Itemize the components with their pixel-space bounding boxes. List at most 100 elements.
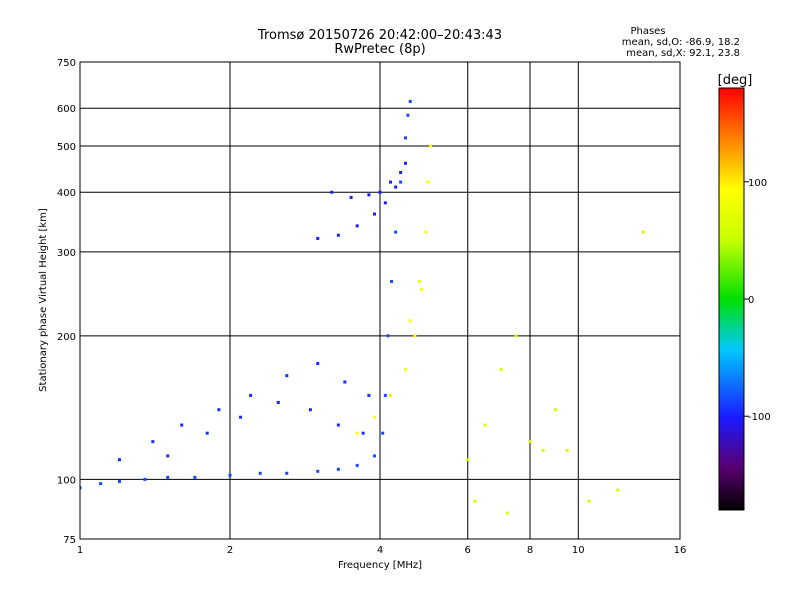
data-point (249, 393, 253, 397)
data-point (399, 170, 403, 174)
y-tick-label: 750 (57, 58, 76, 69)
colorbar-ticks: 100 0 -100 (744, 178, 771, 423)
colorbar-label: [deg] (718, 73, 753, 88)
data-point (420, 288, 424, 292)
data-point (406, 113, 410, 117)
plot-frame (79, 61, 681, 540)
data-point (373, 212, 377, 216)
data-point (616, 488, 620, 492)
data-point (390, 279, 394, 283)
data-point (258, 471, 262, 475)
x-tick-label: 8 (527, 545, 533, 556)
y-tick-label: 200 (57, 332, 76, 343)
x-tick-label: 6 (465, 545, 471, 556)
data-point (316, 236, 320, 240)
data-point (166, 475, 170, 479)
colorbar-tick-label: -100 (748, 412, 771, 423)
data-point (151, 440, 155, 444)
data-point (205, 431, 209, 435)
data-point (394, 230, 398, 234)
data-point (166, 454, 170, 458)
data-point (228, 473, 232, 477)
data-point (180, 423, 184, 427)
data-point (276, 400, 280, 404)
data-point (99, 482, 103, 486)
data-point (424, 230, 428, 234)
data-point (316, 469, 320, 473)
data-point (417, 279, 421, 283)
x-tick-label: 1 (77, 545, 83, 556)
data-point (336, 233, 340, 237)
data-point (403, 367, 407, 371)
x-tick-label: 16 (674, 545, 687, 556)
data-point (373, 454, 377, 458)
data-point (514, 334, 518, 338)
stats-line-x: mean, sd,X: 92.1, 23.8 (626, 48, 740, 59)
x-tick-label: 10 (572, 545, 585, 556)
x-axis-ticks: 1 2 4 6 8 10 16 (77, 545, 687, 556)
colorbar-tick-label: 100 (748, 178, 767, 189)
data-point (330, 190, 334, 194)
y-tick-label: 600 (57, 104, 76, 115)
data-point (143, 477, 147, 481)
data-point (355, 431, 359, 435)
data-point (499, 367, 503, 371)
data-point (394, 185, 398, 189)
stats-line-o: mean, sd,O: -86.9, 18.2 (622, 37, 740, 48)
data-point (553, 408, 557, 412)
grid (80, 62, 680, 539)
y-axis-label: Stationary phase Virtual Height [km] (38, 208, 49, 392)
data-point (285, 471, 289, 475)
data-point (316, 361, 320, 365)
y-tick-label: 500 (57, 142, 76, 153)
y-axis-ticks: 75 100 200 300 400 500 600 750 (57, 58, 76, 546)
data-point (413, 334, 417, 338)
x-tick-label: 2 (227, 545, 233, 556)
data-point (193, 475, 197, 479)
data-point (466, 458, 470, 462)
y-tick-label: 75 (63, 535, 76, 546)
data-point (403, 161, 407, 165)
data-point (399, 180, 403, 184)
data-point (336, 467, 340, 471)
data-point (381, 431, 385, 435)
x-tick-label: 4 (377, 545, 383, 556)
data-point (367, 393, 371, 397)
data-point (386, 334, 390, 338)
data-point (349, 195, 353, 199)
data-point (355, 224, 359, 228)
data-point (426, 180, 430, 184)
data-point (367, 193, 371, 197)
data-point (389, 393, 393, 397)
colorbar (718, 87, 745, 511)
data-point (389, 180, 393, 184)
data-point (383, 393, 387, 397)
data-point (378, 190, 382, 194)
data-point (408, 319, 412, 323)
data-point (217, 408, 221, 412)
data-point (308, 408, 312, 412)
data-point (117, 479, 121, 483)
chart-subtitle: RwPretec (8p) (334, 42, 425, 57)
data-point (528, 440, 532, 444)
data-point (473, 499, 477, 503)
data-point (541, 448, 545, 452)
data-point (285, 374, 289, 378)
y-tick-label: 100 (57, 475, 76, 486)
data-point (483, 423, 487, 427)
y-tick-label: 400 (57, 188, 76, 199)
data-point (403, 136, 407, 140)
data-point (565, 448, 569, 452)
data-point (383, 201, 387, 205)
data-point (355, 463, 359, 467)
stats-heading: Phases (630, 26, 665, 37)
data-point (239, 415, 243, 419)
data-point (408, 99, 412, 103)
data-point (343, 380, 347, 384)
colorbar-tick-label: 0 (748, 295, 754, 306)
data-point (117, 458, 121, 462)
data-points (80, 99, 645, 515)
data-point (587, 499, 591, 503)
data-point (641, 230, 645, 234)
